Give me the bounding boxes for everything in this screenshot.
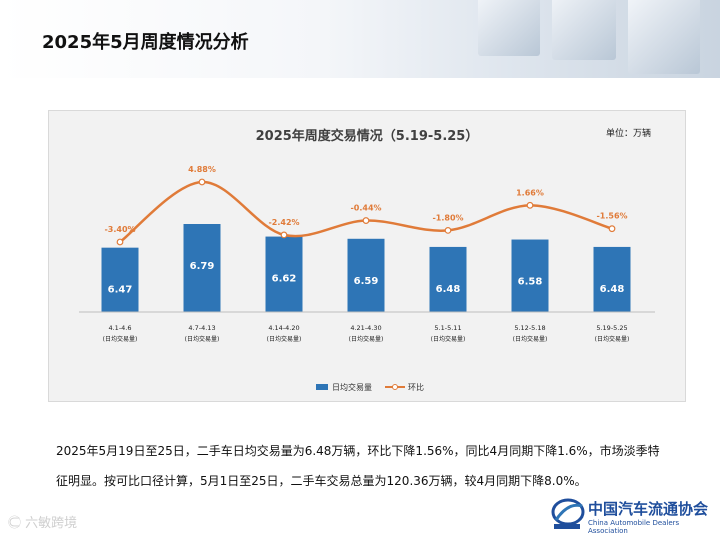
bar-value-label: 6.58 (518, 277, 543, 288)
legend-swatch-marker (392, 384, 398, 390)
watermark-icon: ⊂⃝ (8, 516, 22, 531)
bar-value-label: 6.48 (600, 284, 625, 295)
line-value-label: 4.88% (188, 165, 216, 174)
watermark: ⊂⃝ 六敏跨境 (8, 512, 77, 531)
bar (429, 246, 467, 312)
x-tick-label: 4.14-4.20 (268, 324, 299, 332)
line-value-label: -3.40% (104, 225, 135, 234)
x-tick-sublabel: (日均交易量) (349, 335, 384, 343)
x-tick-sublabel: (日均交易量) (267, 335, 302, 343)
decorative-cube (478, 0, 540, 56)
bar (101, 247, 139, 312)
line-point (608, 225, 616, 233)
x-tick-sublabel: (日均交易量) (185, 335, 220, 343)
line-value-label: -1.56% (596, 212, 627, 221)
line-point (526, 201, 534, 209)
association-logo: 中国汽车流通协会 China Automobile Dealers Associ… (550, 496, 715, 535)
bar-value-label: 6.48 (436, 284, 461, 295)
line-value-label: -1.80% (432, 213, 463, 222)
bar-value-label: 6.79 (190, 261, 215, 272)
decorative-cube (628, 0, 700, 74)
watermark-text: 六敏跨境 (25, 516, 78, 531)
line-value-label: 1.66% (516, 188, 544, 197)
logo-emblem-icon (551, 498, 585, 529)
chart-title: 2025年周度交易情况（5.19-5.25） (256, 128, 479, 144)
x-tick-label: 5.1-5.11 (434, 324, 461, 332)
line-point (444, 227, 452, 234)
bar-value-label: 6.62 (272, 274, 297, 285)
legend: 日均交易量 环比 (316, 382, 424, 392)
line-point (280, 231, 288, 239)
logo-chinese-name: 中国汽车流通协会 (588, 500, 709, 518)
legend-label-bar: 日均交易量 (332, 382, 372, 392)
line-point (362, 217, 370, 224)
header-banner (0, 0, 720, 78)
weekly-trading-chart: 2025年周度交易情况（5.19-5.25） 单位：万辆 6.47 6.79 6.6… (79, 127, 655, 392)
x-tick-label: 4.7-4.13 (188, 324, 215, 332)
x-tick-label: 4.1-4.6 (108, 324, 131, 332)
analysis-paragraph: 2025年5月19日至25日，二手车日均交易量为6.48万辆，环比下降1.56%… (56, 444, 660, 488)
logo-english-name: China Automobile Dealers Association (588, 519, 680, 535)
bar (265, 236, 303, 312)
line-value-label: -2.42% (268, 218, 299, 227)
bar-value-label: 6.47 (108, 285, 133, 296)
x-tick-sublabel: (日均交易量) (103, 335, 138, 343)
bar (511, 239, 549, 312)
x-tick-sublabel: (日均交易量) (513, 335, 548, 343)
x-tick-label: 4.21-4.30 (350, 324, 381, 332)
bar-value-label: 6.59 (354, 276, 379, 287)
unit-label: 单位：万辆 (606, 127, 651, 139)
decorative-cube (552, 0, 616, 60)
chart-panel: 2025年周度交易情况（5.19-5.25） 单位：万辆 6.47 6.79 6.6… (48, 110, 686, 402)
legend-label-line: 环比 (408, 382, 424, 392)
x-tick-sublabel: (日均交易量) (595, 335, 630, 343)
bar (593, 246, 631, 312)
x-tick-label: 5.12-5.18 (514, 324, 545, 332)
page-title: 2025年5月周度情况分析 (42, 32, 249, 53)
bar (183, 224, 221, 312)
x-tick-sublabel: (日均交易量) (431, 335, 466, 343)
bar (347, 238, 385, 312)
x-tick-label: 5.19-5.25 (596, 324, 627, 332)
legend-swatch-bar (316, 384, 328, 390)
line-value-label: -0.44% (350, 204, 381, 213)
line-point (116, 238, 124, 246)
line-point (198, 178, 206, 186)
